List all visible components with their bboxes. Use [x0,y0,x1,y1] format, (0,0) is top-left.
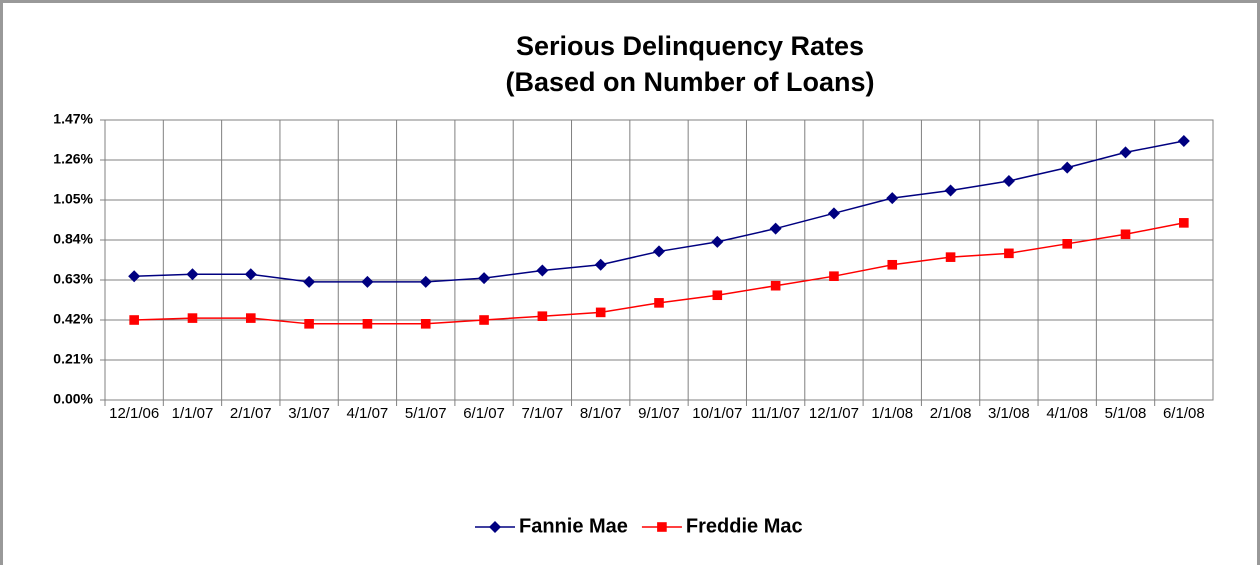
data-point [362,319,373,329]
data-point [244,268,257,281]
data-point [886,192,899,205]
x-tick-label: 9/1/07 [638,405,680,422]
x-tick-label: 3/1/08 [988,405,1030,422]
data-point [711,235,724,248]
x-tick-label: 4/1/07 [347,405,389,422]
legend-marker [489,521,501,533]
data-point [479,315,489,325]
data-point [303,275,316,288]
x-tick-label: 1/1/08 [871,405,913,422]
data-point [945,252,956,262]
x-tick-label: 2/1/07 [230,405,272,422]
data-point [827,207,840,220]
data-point [536,264,549,277]
data-point [420,319,431,329]
y-tick-label: 0.42% [53,311,93,327]
data-point [654,298,664,308]
data-point [712,290,723,301]
chart-title: Serious Delinquency Rates [516,31,864,61]
y-tick-label: 0.21% [53,351,93,367]
y-tick-label: 1.26% [53,151,93,167]
data-point [128,270,141,283]
data-point [1179,218,1189,228]
data-point [829,271,839,281]
data-point [537,311,548,321]
x-tick-label: 3/1/07 [288,405,330,422]
data-point [594,258,607,271]
x-tick-label: 5/1/07 [405,405,447,422]
y-tick-label: 1.47% [53,111,93,127]
y-tick-label: 0.63% [53,271,93,287]
x-tick-label: 2/1/08 [930,405,972,422]
x-tick-label: 4/1/08 [1046,405,1088,422]
data-point [187,313,198,323]
legend-label: Fannie Mae [519,515,628,537]
x-tick-label: 6/1/07 [463,405,505,422]
y-tick-label: 0.00% [53,391,93,407]
chart-subtitle: (Based on Number of Loans) [505,67,874,97]
data-point [1177,134,1190,147]
data-point [1004,248,1014,259]
data-point [1061,161,1074,174]
x-tick-label: 7/1/07 [522,405,564,422]
data-point [944,184,957,197]
y-tick-label: 0.84% [53,231,93,247]
data-point [419,275,432,288]
data-point [770,280,781,291]
data-point [769,222,782,235]
plot-area [104,119,1214,401]
data-point [595,307,606,318]
data-point [361,275,374,288]
data-point [887,259,898,270]
data-point [478,272,491,285]
data-point [304,319,314,329]
x-tick-label: 1/1/07 [172,405,214,422]
data-point [129,315,139,325]
x-tick-label: 12/1/07 [809,405,859,422]
x-tick-label: 12/1/06 [109,405,159,422]
data-point [186,268,199,281]
data-point [1062,239,1073,249]
x-tick-label: 5/1/08 [1105,405,1147,422]
data-point [245,313,256,323]
x-tick-label: 8/1/07 [580,405,622,422]
x-tick-label: 10/1/07 [692,405,742,422]
y-tick-label: 1.05% [53,191,93,207]
legend-label: Freddie Mac [686,515,803,537]
data-point [653,245,665,258]
data-point [1120,229,1131,240]
legend-marker [657,522,667,532]
x-tick-label: 6/1/08 [1163,405,1205,422]
data-point [1002,174,1015,187]
x-tick-label: 11/1/07 [751,405,800,422]
data-point [1119,146,1132,159]
